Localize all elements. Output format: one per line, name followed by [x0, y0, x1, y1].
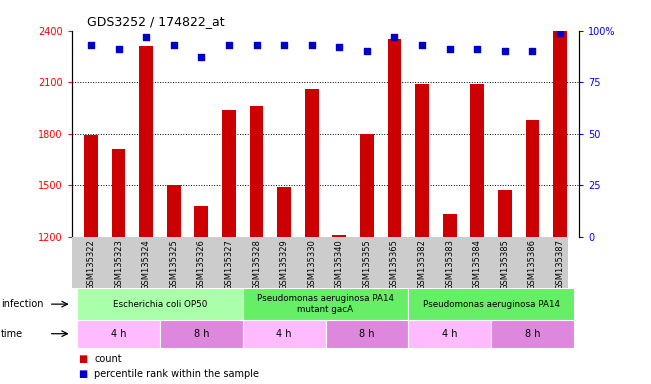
Text: 8 h: 8 h — [525, 329, 540, 339]
Bar — [471, 84, 484, 237]
Bar — [77, 320, 160, 348]
Point — [196, 55, 206, 61]
Text: infection: infection — [1, 299, 43, 309]
Text: GSM135387: GSM135387 — [555, 239, 564, 290]
Text: 4 h: 4 h — [111, 329, 126, 339]
Text: GSM135325: GSM135325 — [169, 239, 178, 290]
Text: GSM135324: GSM135324 — [142, 239, 150, 290]
Text: GSM135340: GSM135340 — [335, 239, 344, 290]
Bar — [305, 89, 318, 237]
Text: GSM135329: GSM135329 — [280, 239, 288, 290]
Point — [113, 46, 124, 52]
Text: 4 h: 4 h — [277, 329, 292, 339]
Bar — [249, 106, 264, 237]
Point — [224, 42, 234, 48]
Bar — [408, 320, 491, 348]
Text: GSM135330: GSM135330 — [307, 239, 316, 290]
Text: 4 h: 4 h — [442, 329, 458, 339]
Bar — [111, 149, 126, 237]
Bar — [387, 39, 402, 237]
Text: GSM135386: GSM135386 — [528, 239, 537, 290]
Point — [389, 34, 400, 40]
Bar — [84, 135, 98, 237]
Point — [169, 42, 179, 48]
Bar — [139, 46, 153, 237]
Text: GSM135355: GSM135355 — [363, 239, 371, 290]
Bar — [415, 84, 429, 237]
Text: GSM135323: GSM135323 — [114, 239, 123, 290]
Bar — [167, 185, 180, 237]
Point — [334, 44, 344, 50]
Text: time: time — [1, 329, 23, 339]
Point — [251, 42, 262, 48]
Point — [307, 42, 317, 48]
Bar — [491, 320, 574, 348]
Point — [527, 48, 538, 55]
Bar — [326, 320, 408, 348]
Bar — [243, 288, 408, 320]
Bar — [333, 235, 346, 237]
Text: GSM135327: GSM135327 — [225, 239, 234, 290]
Bar — [498, 190, 512, 237]
Text: ■: ■ — [78, 369, 87, 379]
Text: percentile rank within the sample: percentile rank within the sample — [94, 369, 259, 379]
Text: ■: ■ — [78, 354, 87, 364]
Bar — [160, 320, 243, 348]
Text: Pseudomonas aeruginosa PA14
mutant gacA: Pseudomonas aeruginosa PA14 mutant gacA — [257, 295, 394, 314]
Bar — [277, 187, 291, 237]
Text: GSM135365: GSM135365 — [390, 239, 399, 290]
Text: GSM135326: GSM135326 — [197, 239, 206, 290]
Text: GDS3252 / 174822_at: GDS3252 / 174822_at — [87, 15, 225, 28]
Point — [500, 48, 510, 55]
Text: GSM135385: GSM135385 — [501, 239, 509, 290]
Point — [472, 46, 482, 52]
Text: count: count — [94, 354, 122, 364]
Bar — [360, 134, 374, 237]
Point — [86, 42, 96, 48]
Bar — [243, 320, 326, 348]
Text: GSM135383: GSM135383 — [445, 239, 454, 290]
Point — [362, 48, 372, 55]
Text: GSM135328: GSM135328 — [252, 239, 261, 290]
Point — [279, 42, 289, 48]
Text: GSM135382: GSM135382 — [417, 239, 426, 290]
Text: 8 h: 8 h — [193, 329, 209, 339]
Bar — [553, 31, 567, 237]
Point — [555, 30, 565, 36]
Bar — [77, 288, 243, 320]
Bar — [222, 109, 236, 237]
Point — [417, 42, 427, 48]
Bar — [443, 214, 456, 237]
Text: Escherichia coli OP50: Escherichia coli OP50 — [113, 300, 207, 309]
Text: Pseudomonas aeruginosa PA14: Pseudomonas aeruginosa PA14 — [422, 300, 560, 309]
Bar — [195, 206, 208, 237]
Point — [445, 46, 455, 52]
Text: GSM135322: GSM135322 — [87, 239, 96, 290]
Point — [141, 34, 151, 40]
Bar — [525, 120, 540, 237]
Bar — [408, 288, 574, 320]
Text: 8 h: 8 h — [359, 329, 374, 339]
Text: GSM135384: GSM135384 — [473, 239, 482, 290]
